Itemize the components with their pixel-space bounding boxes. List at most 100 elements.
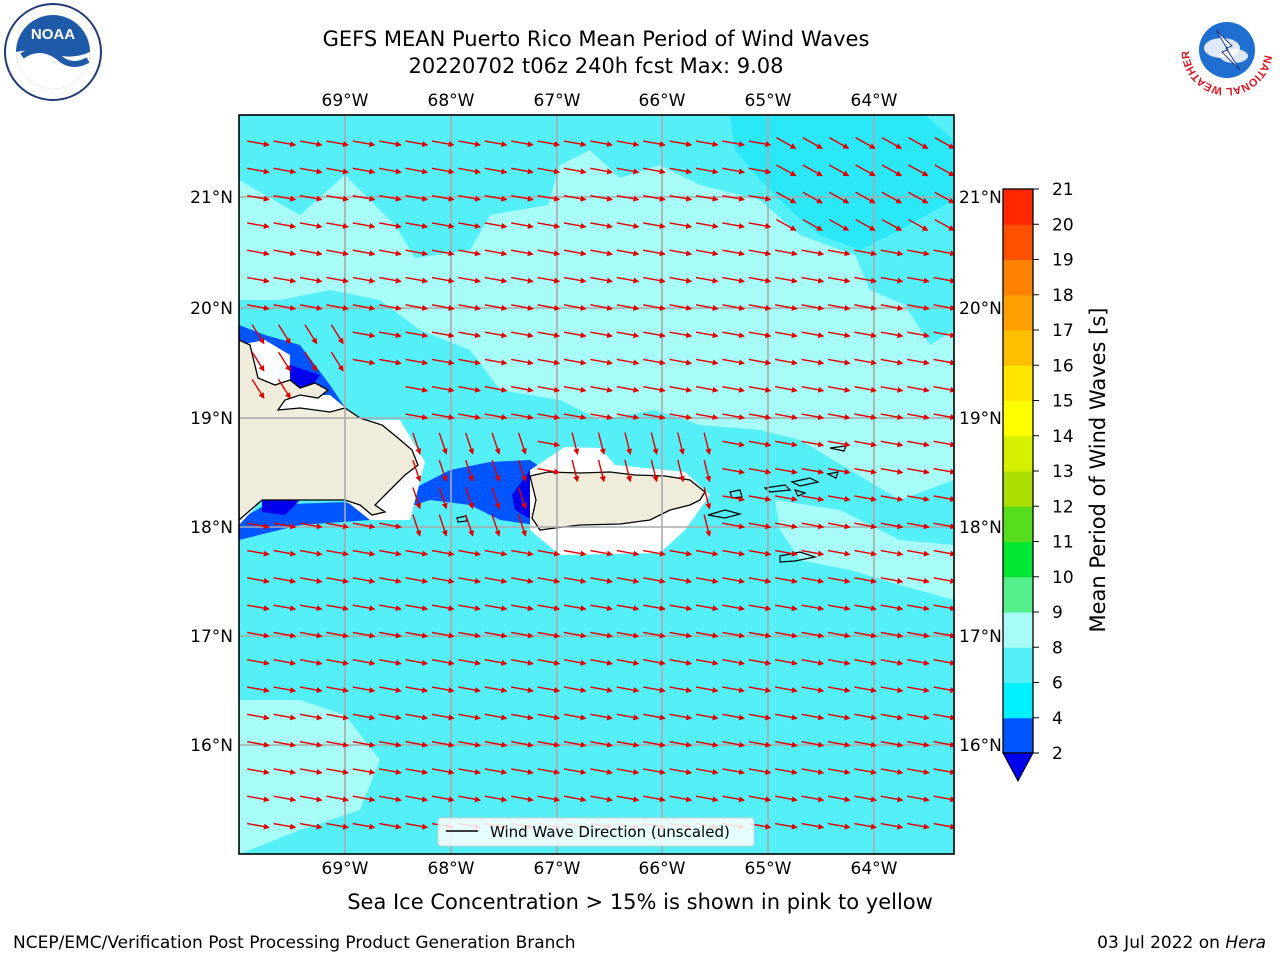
wave-direction-arrow (247, 768, 270, 775)
wave-direction-arrow (880, 659, 904, 666)
wave-direction-arrow (703, 487, 712, 510)
wave-direction-arrow (643, 276, 666, 284)
wave-direction-arrow (379, 194, 402, 202)
wave-direction-arrow (511, 604, 534, 612)
lat-tick-right: 21°N (959, 188, 1002, 208)
wave-direction-arrow (880, 713, 904, 721)
colorbar-segment (1003, 541, 1033, 578)
wave-direction-arrow (491, 432, 501, 455)
wave-direction-arrow (484, 768, 508, 775)
wave-direction-arrow (643, 659, 666, 666)
wave-direction-arrow (934, 218, 954, 231)
wave-direction-arrow (511, 631, 534, 639)
wave-direction-arrow (597, 432, 606, 455)
wave-direction-arrow (247, 659, 270, 666)
wave-direction-arrow (491, 459, 501, 482)
wave-direction-arrow (465, 487, 474, 510)
wave-direction-arrow (827, 386, 851, 393)
wave-direction-arrow (907, 631, 930, 639)
colorbar-tick-label: 21 (1052, 180, 1074, 200)
map-frame (238, 114, 955, 855)
wave-direction-arrow (854, 467, 878, 475)
wave-direction-arrow (330, 351, 344, 372)
wave-direction-arrow (907, 276, 930, 284)
wave-direction-arrow (590, 413, 614, 421)
wave-direction-arrow (537, 659, 561, 666)
wave-direction-arrow (431, 577, 455, 584)
wave-direction-arrow (880, 386, 904, 393)
wave-direction-arrow (669, 686, 693, 694)
wave-direction-arrow (722, 358, 746, 366)
wave-direction-arrow (511, 768, 534, 775)
wave-direction-arrow (854, 659, 878, 666)
wave-direction-arrow (643, 194, 666, 202)
wave-direction-arrow (669, 358, 693, 366)
wave-direction-arrow (908, 164, 929, 177)
wave-direction-arrow (326, 577, 350, 584)
lon-tick-top: 64°W (851, 91, 898, 111)
colorbar-tick-label: 12 (1052, 497, 1074, 517)
wave-direction-arrow (854, 604, 878, 612)
wave-direction-arrow (907, 304, 930, 311)
colorbar-segment (1003, 471, 1033, 507)
colorbar-segment (1003, 224, 1033, 260)
wave-direction-arrow (352, 522, 376, 530)
wave-direction-arrow (273, 522, 297, 530)
wave-direction-arrow (907, 740, 930, 748)
wave-direction-arrow (352, 194, 376, 202)
wave-direction-arrow (775, 549, 798, 557)
wave-direction-arrow (827, 822, 851, 830)
wave-direction-arrow (854, 631, 878, 639)
wave-direction-arrow (722, 222, 746, 229)
wave-direction-arrow (273, 140, 297, 148)
wave-direction-arrow (695, 167, 719, 175)
wave-direction-arrow (616, 768, 640, 775)
wave-direction-arrow (827, 331, 851, 339)
wave-direction-arrow (537, 276, 561, 284)
wave-direction-arrow (379, 276, 402, 284)
wave-direction-arrow (412, 514, 422, 537)
wave-direction-arrow (511, 686, 534, 694)
wave-direction-arrow (537, 577, 561, 584)
wind-wave-direction-arrows (247, 137, 954, 830)
wave-direction-arrow (827, 604, 851, 612)
wave-direction-arrow (484, 686, 508, 694)
wave-direction-arrow (511, 331, 534, 339)
wave-direction-arrow (775, 276, 798, 284)
wave-direction-arrow (695, 659, 719, 666)
wave-direction-arrow (827, 440, 851, 448)
vieques-island (707, 509, 743, 519)
wave-direction-arrow (827, 577, 851, 584)
wave-direction-arrow (775, 440, 798, 448)
wave-direction-arrow (801, 713, 825, 721)
wave-direction-arrow (299, 713, 323, 721)
wave-direction-arrow (677, 459, 685, 483)
wave-direction-arrow (537, 631, 561, 639)
wave-direction-arrow (722, 386, 746, 393)
wave-direction-arrow (624, 459, 632, 483)
wave-direction-arrow (748, 604, 772, 612)
wave-direction-arrow (273, 822, 297, 830)
wave-direction-arrow (563, 795, 587, 803)
wave-direction-arrow (695, 795, 719, 803)
wave-direction-arrow (247, 249, 270, 257)
wave-direction-arrow (438, 432, 448, 455)
wave-period-band-8-9 (239, 150, 954, 500)
wave-direction-arrow (431, 686, 455, 694)
wave-direction-arrow (908, 137, 929, 149)
wave-direction-arrow (273, 659, 297, 666)
wave-direction-arrow (484, 304, 508, 311)
colorbar-tick-label: 2 (1052, 744, 1063, 764)
colorbar-tick-label: 16 (1052, 356, 1074, 376)
wave-direction-arrow (379, 768, 402, 775)
wave-direction-arrow (907, 604, 930, 612)
wave-direction-arrow (597, 459, 606, 483)
wave-direction-arrow (563, 194, 587, 202)
wave-direction-arrow (247, 713, 270, 721)
wave-direction-arrow (880, 740, 904, 748)
wave-direction-arrow (491, 487, 501, 510)
wave-direction-arrow (379, 577, 402, 584)
map-title: GEFS MEAN Puerto Rico Mean Period of Win… (322, 27, 870, 51)
wave-direction-arrow (801, 659, 825, 666)
wave-direction-arrow (616, 386, 640, 393)
